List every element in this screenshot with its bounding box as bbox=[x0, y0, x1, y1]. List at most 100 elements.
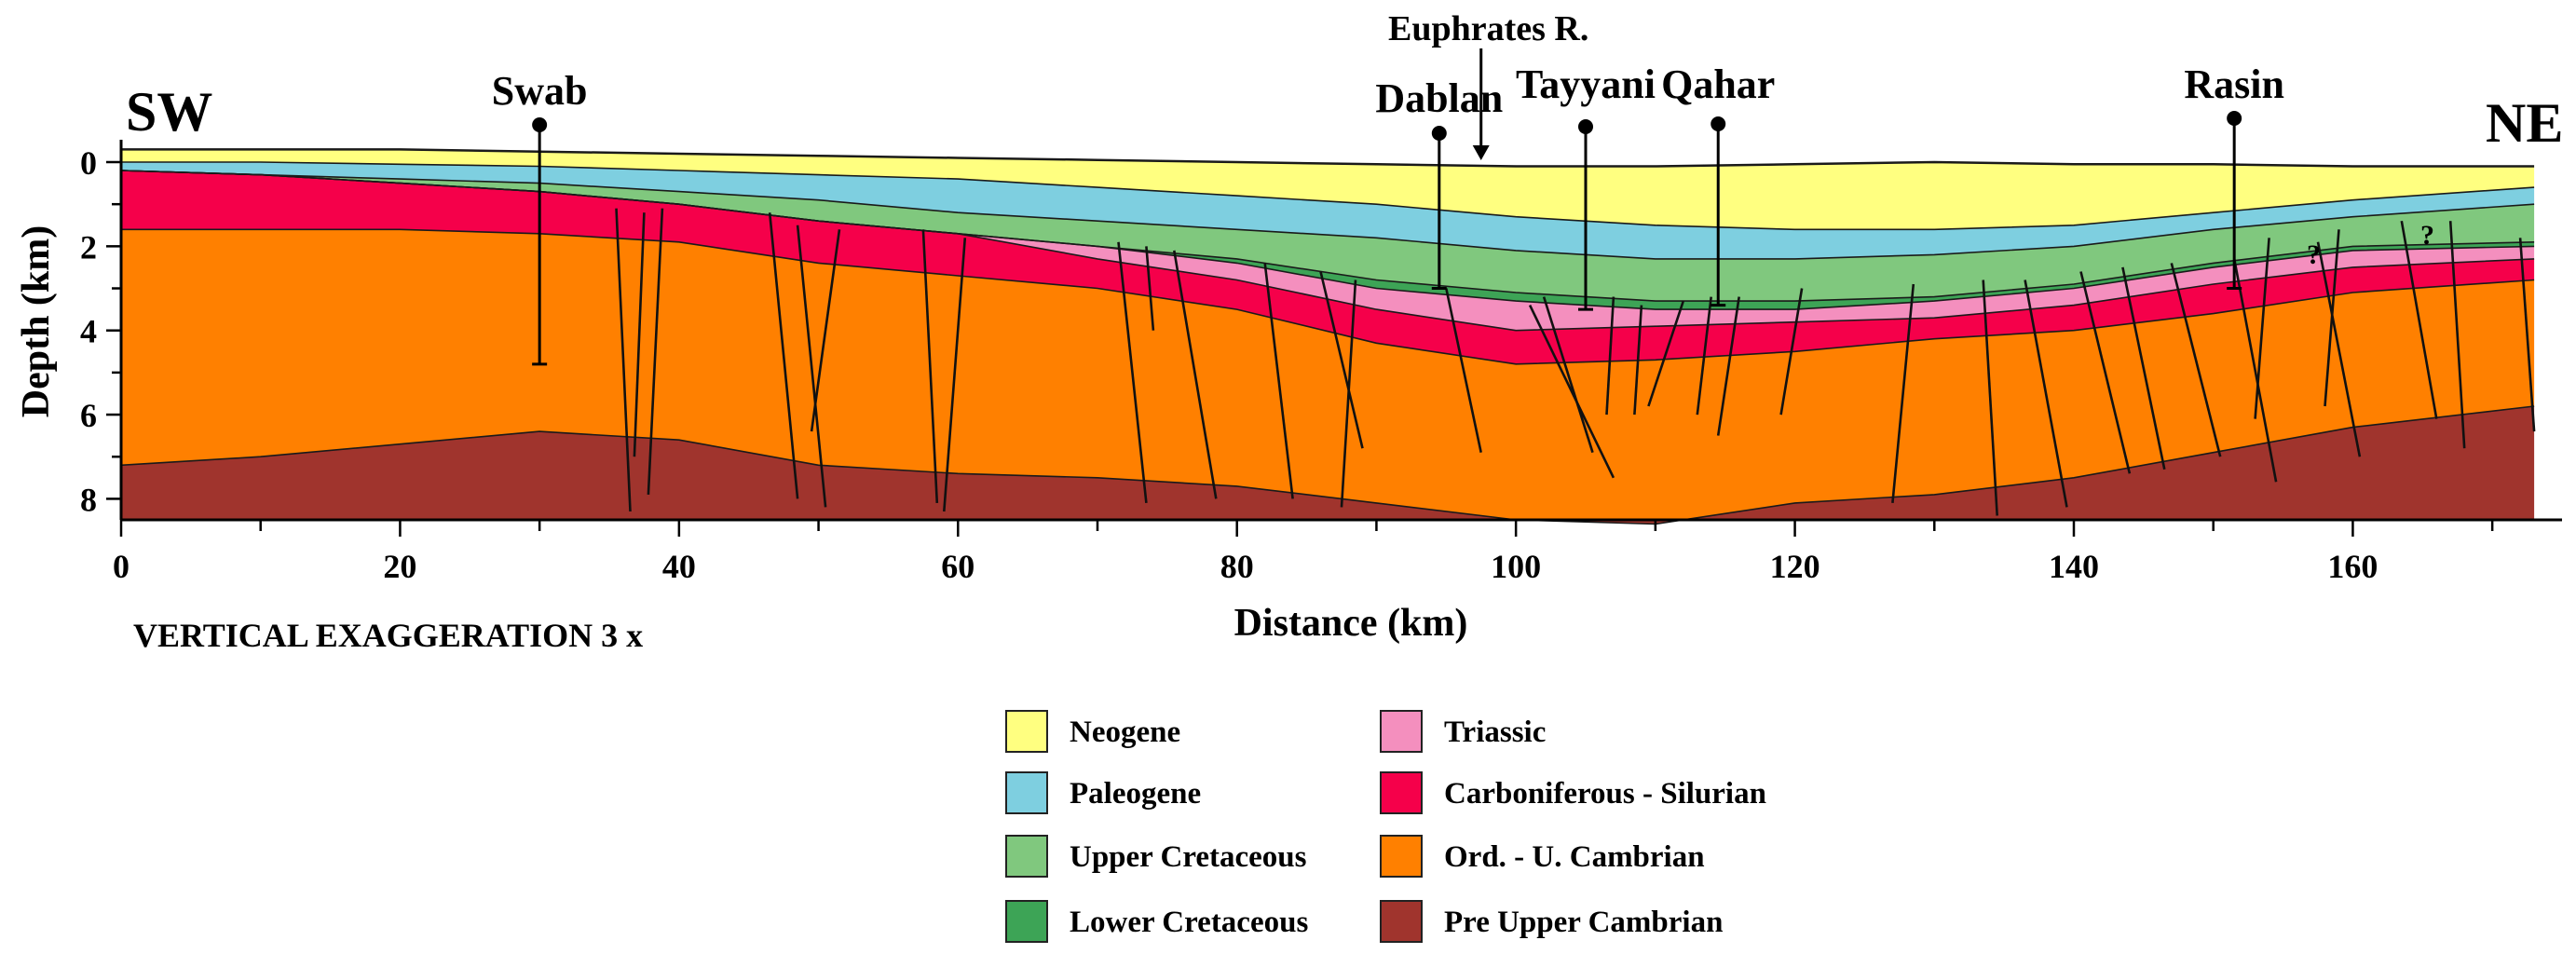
fault-line bbox=[633, 212, 646, 457]
fault-line bbox=[1340, 279, 1357, 508]
fault-line bbox=[647, 208, 664, 495]
axes: 0 20 40 60 80 100 120 140 160 0 2 4 6 8 bbox=[80, 140, 2562, 585]
legend-swatch bbox=[1380, 710, 1423, 753]
fault-line bbox=[1605, 296, 1615, 416]
well-label: Dablan bbox=[1375, 75, 1503, 121]
fault-line bbox=[2448, 221, 2466, 449]
vertical-exaggeration-note: VERTICAL EXAGGERATION 3 x bbox=[133, 617, 643, 654]
y-tick-label: 0 bbox=[80, 144, 97, 182]
ne-end-label: NE bbox=[2486, 92, 2563, 154]
river-arrowhead bbox=[1472, 145, 1490, 160]
x-tick-label: 60 bbox=[941, 548, 975, 585]
y-tick-label: 2 bbox=[80, 228, 97, 266]
fault-line bbox=[1716, 296, 1740, 436]
fault-line bbox=[796, 225, 827, 508]
horizon-line bbox=[120, 170, 2535, 332]
x-tick-label: 160 bbox=[2327, 548, 2378, 585]
fault-line bbox=[1445, 288, 1482, 453]
layer-fill bbox=[121, 406, 2535, 525]
fault-line bbox=[1982, 279, 1998, 516]
well-label: Tayyani bbox=[1516, 61, 1656, 107]
fault-line bbox=[1117, 241, 1148, 504]
fault-line bbox=[1263, 263, 1294, 499]
layer-fill bbox=[121, 170, 2535, 364]
well-label: Rasin bbox=[2184, 61, 2284, 107]
fault-line bbox=[921, 229, 939, 503]
legend-swatch bbox=[1380, 835, 1423, 878]
x-tick-label: 0 bbox=[113, 548, 129, 585]
x-tick-label: 100 bbox=[1491, 548, 1541, 585]
fault-line bbox=[2232, 258, 2278, 483]
well-head-marker bbox=[532, 117, 548, 132]
legend-label: Paleogene bbox=[1070, 777, 1201, 811]
well-markers: Swab Dablan Tayyani Qahar Rasin bbox=[492, 48, 2284, 366]
fault-line bbox=[615, 208, 632, 512]
horizon-lines bbox=[120, 148, 2535, 525]
horizon-line bbox=[121, 161, 2535, 231]
well-head-marker bbox=[1711, 116, 1726, 131]
x-axis-label: Distance (km) bbox=[1234, 602, 1468, 645]
question-mark: ? bbox=[2307, 239, 2321, 270]
fault-line bbox=[1647, 300, 1685, 407]
y-axis-label: Depth (km) bbox=[15, 225, 58, 418]
legend-label: Lower Cretaceous bbox=[1070, 906, 1308, 939]
legend: Neogene Paleogene Upper Cretaceous Lower Cr… bbox=[1005, 710, 1766, 943]
fault-line bbox=[1145, 246, 1155, 331]
legend-label: Pre Upper Cambrian bbox=[1444, 906, 1723, 939]
fault-line bbox=[1528, 305, 1615, 479]
river-label: Euphrates R. bbox=[1388, 9, 1588, 48]
legend-swatch bbox=[1005, 771, 1048, 814]
layer-fill bbox=[121, 170, 2535, 302]
legend-swatch bbox=[1380, 900, 1423, 943]
fault-line bbox=[1542, 296, 1594, 454]
legend-swatch bbox=[1380, 771, 1423, 814]
well-head-marker bbox=[1431, 126, 1447, 141]
legend-swatch bbox=[1005, 835, 1048, 878]
layer-fill bbox=[121, 229, 2535, 525]
legend-swatch bbox=[1005, 710, 1048, 753]
fault-line bbox=[2316, 241, 2362, 457]
y-tick-label: 6 bbox=[80, 397, 97, 434]
fault-line bbox=[1633, 305, 1643, 416]
fault-line bbox=[1173, 250, 1218, 499]
x-tick-label: 120 bbox=[1770, 548, 1820, 585]
y-tick-label: 4 bbox=[80, 313, 97, 350]
horizon-line bbox=[120, 405, 2535, 525]
fault-line bbox=[2254, 238, 2270, 419]
fault-line bbox=[1891, 283, 1915, 504]
legend-label: Carboniferous - Silurian bbox=[1444, 777, 1766, 811]
horizon-line bbox=[120, 170, 2535, 260]
sw-end-label: SW bbox=[126, 81, 212, 143]
legend-swatch bbox=[1005, 900, 1048, 943]
fault-line bbox=[2324, 229, 2340, 407]
x-tick-label: 140 bbox=[2049, 548, 2099, 585]
horizon-line bbox=[121, 228, 2535, 365]
fault-line bbox=[2170, 263, 2222, 457]
well-head-marker bbox=[1578, 119, 1593, 134]
fault-line bbox=[2400, 220, 2438, 419]
well-label: Qahar bbox=[1661, 61, 1775, 107]
horizon-line bbox=[121, 148, 2535, 168]
x-tick-label: 20 bbox=[383, 548, 416, 585]
well-label: Swab bbox=[492, 68, 588, 114]
x-tick-label: 40 bbox=[662, 548, 696, 585]
well-head-marker bbox=[2227, 111, 2242, 126]
fault-line bbox=[2518, 238, 2536, 432]
legend-label: Triassic bbox=[1444, 716, 1546, 749]
x-tick-label: 80 bbox=[1220, 548, 1254, 585]
fault-line bbox=[768, 212, 799, 499]
legend-label: Ord. - U. Cambrian bbox=[1444, 840, 1705, 874]
layer-fill bbox=[121, 149, 2535, 230]
legend-label: Upper Cretaceous bbox=[1070, 840, 1307, 874]
y-tick-label: 8 bbox=[80, 481, 97, 518]
fault-line bbox=[2079, 271, 2132, 474]
fault-line bbox=[1319, 271, 1364, 449]
fault-line bbox=[2024, 279, 2068, 508]
fault-line bbox=[2121, 266, 2166, 470]
fault-line bbox=[1696, 296, 1712, 416]
fault-line bbox=[810, 229, 841, 432]
layer-fills bbox=[121, 149, 2535, 525]
fault-lines bbox=[615, 208, 2536, 516]
